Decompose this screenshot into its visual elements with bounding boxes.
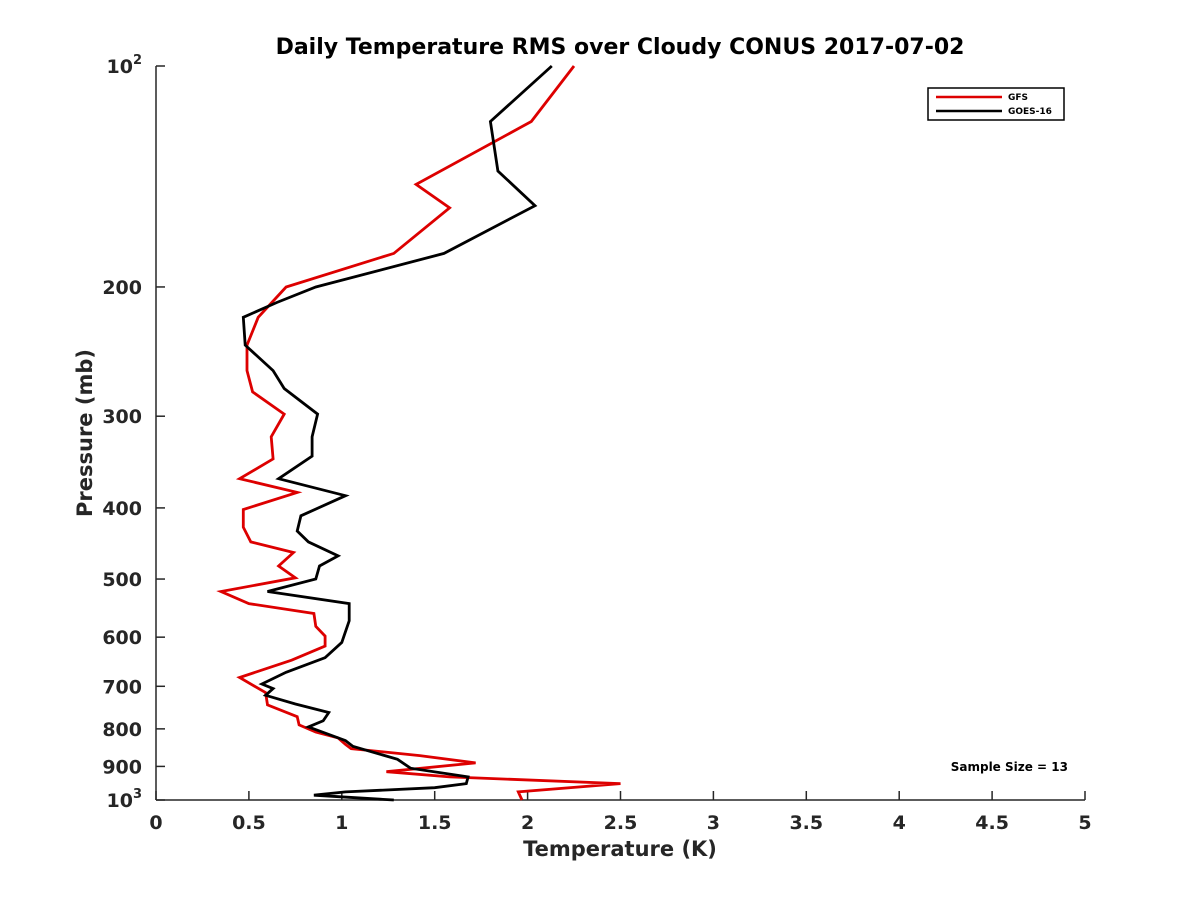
y-tick-label: 800 [102,719,142,741]
x-axis-title: Temperature (K) [523,837,717,861]
y-tick-label: 103 [107,787,143,812]
legend: GFS GOES-16 [927,87,1065,121]
legend-label-goes16: GOES-16 [1008,107,1052,117]
x-tick-label: 1.5 [418,812,452,834]
x-tick-label: 4 [893,812,906,834]
y-tick-label: 200 [102,277,142,299]
x-tick-label: 3 [707,812,720,834]
y-tick-label: 102 [107,53,143,78]
sample-size-label: Sample Size = 13 [951,760,1068,774]
x-tick-label: 2.5 [604,812,638,834]
y-tick-label: 400 [102,498,142,520]
y-tick-label: 900 [102,756,142,778]
x-tick-label: 1 [335,812,348,834]
y-tick-label: 500 [102,569,142,591]
x-tick-label: 5 [1078,812,1091,834]
x-tick-label: 4.5 [975,812,1009,834]
legend-label-gfs: GFS [1008,93,1028,103]
x-tick-label: 3.5 [789,812,823,834]
y-tick-label: 300 [102,406,142,428]
x-tick-label: 0 [149,812,162,834]
chart-title: Daily Temperature RMS over Cloudy CONUS … [276,35,965,60]
x-tick-label: 2 [521,812,534,834]
x-tick-label: 0.5 [232,812,266,834]
plot-area: 0 0.5 1 1.5 2 2.5 3 3.5 4 4.5 5 102 200 300 400 500 600 7… [102,53,1091,834]
legend-box [927,87,1065,121]
y-tick-label: 700 [102,676,142,698]
y-axis-title: Pressure (mb) [73,349,97,517]
y-tick-label: 600 [102,627,142,649]
series-line-gfs [216,65,621,801]
series-line-goes16 [241,64,553,802]
